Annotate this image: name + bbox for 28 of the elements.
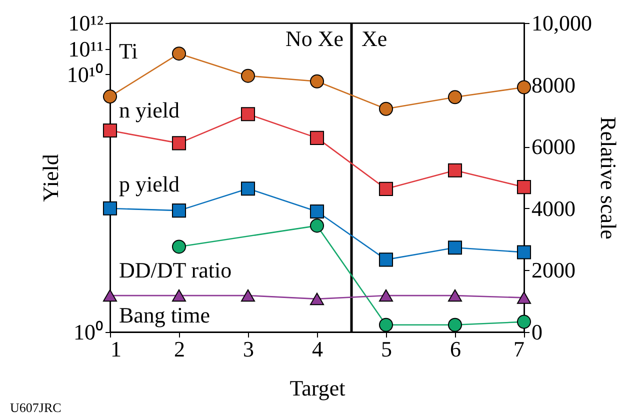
series-label: Bang time [118, 302, 210, 328]
x-tick-label: 4 [312, 336, 323, 362]
x-axis-title: Target [290, 376, 346, 400]
y-tick-label: 10¹² [68, 10, 104, 36]
x-tick-label: 1 [110, 336, 122, 362]
series-label: Ti [118, 38, 138, 64]
y-tick-label: 10⁰ [74, 320, 104, 344]
y2-tick-label: 4000 [532, 196, 576, 221]
x-tick-label: 3 [243, 336, 254, 362]
y2-tick-label: 8000 [532, 72, 576, 98]
series-label: n yield [118, 98, 180, 123]
y2-tick-label: 10,000 [532, 10, 592, 36]
y2-tick-label: 0 [532, 320, 542, 344]
x-tick-label: 7 [514, 336, 524, 362]
y-axis-title: Yield [38, 154, 63, 202]
y2-axis-title: Relative scale [596, 116, 621, 240]
series-label: DD/DT ratio [118, 258, 232, 283]
x-tick-label: 2 [174, 336, 185, 362]
annotation: Xe [362, 26, 388, 51]
text: U607JRC [10, 400, 62, 415]
x-tick-label: 6 [450, 336, 461, 362]
y2-tick-label: 2000 [532, 258, 576, 283]
y-tick-label: 10¹⁰ [66, 62, 104, 87]
annotation: No Xe [285, 26, 344, 51]
x-tick-label: 5 [381, 336, 392, 362]
y2-tick-label: 6000 [532, 134, 576, 160]
y-tick-label: 10¹¹ [68, 36, 104, 62]
series-label: p yield [118, 171, 180, 196]
